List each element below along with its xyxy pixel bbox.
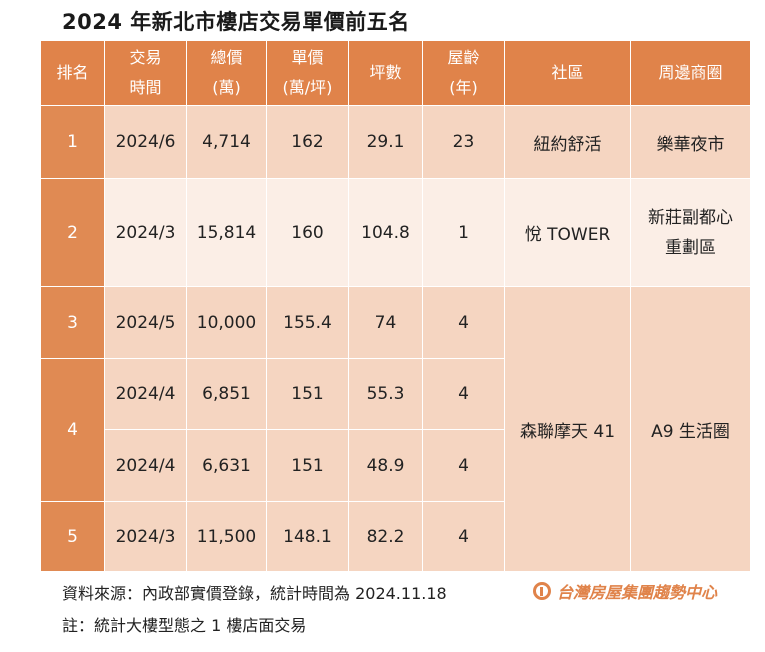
- logo-icon: [533, 582, 551, 600]
- unit-price-cell: 155.4: [266, 286, 349, 359]
- unit-price-cell: 151: [266, 429, 349, 502]
- area-cell: 29.1: [348, 105, 423, 179]
- district-cell-merged: A9 生活圈: [630, 286, 751, 572]
- community-cell: 悅 TOWER: [504, 178, 631, 287]
- header-community: 社區: [504, 40, 631, 106]
- table-row: 2 2024/3 15,814 160 104.8 1 悅 TOWER 新莊副都…: [40, 178, 751, 287]
- logo-text: 台灣房屋集團趨勢中心: [557, 583, 718, 602]
- rank-cell: 4: [40, 358, 105, 502]
- header-time: 交易 時間: [104, 40, 187, 106]
- area-cell: 55.3: [348, 358, 423, 430]
- rank-cell: 1: [40, 105, 105, 179]
- source-note: 資料來源：內政部實價登錄，統計時間為 2024.11.18: [62, 584, 447, 603]
- community-cell-merged: 森聯摩天 41: [504, 286, 631, 572]
- page-title: 2024 年新北市樓店交易單價前五名: [62, 10, 410, 34]
- age-cell: 4: [422, 286, 505, 359]
- district-cell: 樂華夜市: [630, 105, 751, 179]
- community-cell: 紐約舒活: [504, 105, 631, 179]
- brand-logo: 台灣房屋集團趨勢中心: [533, 579, 717, 603]
- area-cell: 82.2: [348, 501, 423, 572]
- total-price-cell: 15,814: [186, 178, 267, 287]
- header-age: 屋齡 (年): [422, 40, 505, 106]
- time-cell: 2024/4: [104, 358, 187, 430]
- time-cell: 2024/3: [104, 178, 187, 287]
- rank-cell: 3: [40, 286, 105, 359]
- area-cell: 104.8: [348, 178, 423, 287]
- total-price-cell: 10,000: [186, 286, 267, 359]
- unit-price-cell: 151: [266, 358, 349, 430]
- unit-price-cell: 148.1: [266, 501, 349, 572]
- time-cell: 2024/3: [104, 501, 187, 572]
- rank-cell: 2: [40, 178, 105, 287]
- header-unit-price: 單價 (萬/坪): [266, 40, 349, 106]
- table-row: 5 2024/3 11,500 148.1 82.2 4: [40, 501, 751, 572]
- unit-price-cell: 160: [266, 178, 349, 287]
- age-cell: 1: [422, 178, 505, 287]
- header-rank: 排名: [40, 40, 105, 106]
- table-row: 1 2024/6 4,714 162 29.1 23 紐約舒活 樂華夜市: [40, 105, 751, 179]
- table-row: 4 2024/4 6,851 151 55.3 4: [40, 358, 751, 502]
- header-row: 排名 交易 時間 總價 (萬) 單價 (萬/坪) 坪數 屋齡 (年) 社區 周邊商圈: [40, 40, 751, 106]
- total-price-cell: 6,631: [186, 429, 267, 502]
- total-price-cell: 4,714: [186, 105, 267, 179]
- time-cell: 2024/4: [104, 429, 187, 502]
- age-cell: 23: [422, 105, 505, 179]
- rank-cell: 5: [40, 501, 105, 572]
- age-cell: 4: [422, 358, 505, 430]
- age-cell: 4: [422, 501, 505, 572]
- price-ranking-table: 排名 交易 時間 總價 (萬) 單價 (萬/坪) 坪數 屋齡 (年) 社區 周邊商圈 1…: [40, 40, 751, 572]
- time-cell: 2024/6: [104, 105, 187, 179]
- area-cell: 74: [348, 286, 423, 359]
- table-row: 2024/4 6,631 151 48.9 4: [41, 429, 751, 502]
- table-row: 3 2024/5 10,000 155.4 74 4 森聯摩天 41 A9 生活…: [40, 286, 751, 572]
- total-price-cell: 11,500: [186, 501, 267, 572]
- time-cell: 2024/5: [104, 286, 187, 359]
- area-cell: 48.9: [348, 429, 423, 502]
- header-district: 周邊商圈: [630, 40, 751, 106]
- age-cell: 4: [422, 429, 505, 502]
- header-total-price: 總價 (萬): [186, 40, 267, 106]
- total-price-cell: 6,851: [186, 358, 267, 430]
- header-area: 坪數: [348, 40, 423, 106]
- unit-price-cell: 162: [266, 105, 349, 179]
- footnote: 註：統計大樓型態之 1 樓店面交易: [62, 616, 307, 635]
- district-cell: 新莊副都心 重劃區: [630, 178, 751, 287]
